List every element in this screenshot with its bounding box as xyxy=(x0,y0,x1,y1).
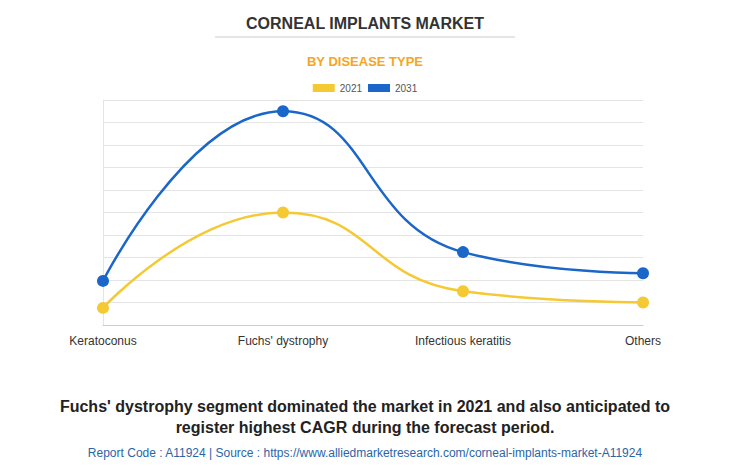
svg-text:2031: 2031 xyxy=(395,83,418,94)
svg-text:CORNEAL IMPLANTS MARKET: CORNEAL IMPLANTS MARKET xyxy=(246,15,484,32)
html-text:Report Code : A11924 | Source: Report Code : A11924 | Source : https://… xyxy=(87,446,643,460)
svg-text:Fuchs' dystrophy: Fuchs' dystrophy xyxy=(238,334,328,348)
html-text:Fuchs' dystrophy segment domin: Fuchs' dystrophy segment dominated the m… xyxy=(59,398,671,436)
svg-text:Others: Others xyxy=(625,334,661,348)
svg-text:Infectious keratitis: Infectious keratitis xyxy=(415,334,511,348)
svg-text:BY DISEASE TYPE: BY DISEASE TYPE xyxy=(307,54,423,69)
svg-text:2021: 2021 xyxy=(340,83,363,94)
svg-text:Keratoconus: Keratoconus xyxy=(69,334,136,348)
